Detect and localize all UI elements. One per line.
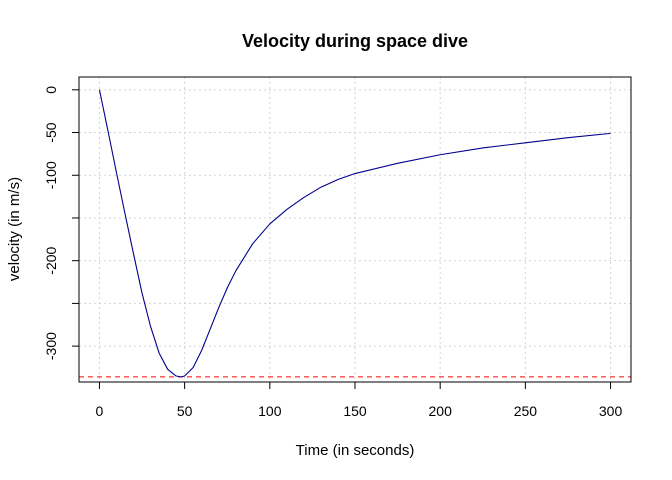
x-tick-label: 0 (96, 403, 104, 419)
y-tick-label: -100 (43, 161, 59, 189)
x-axis-label: Time (in seconds) (296, 442, 415, 459)
y-tick-label: -50 (43, 122, 59, 142)
y-tick-label: -300 (43, 332, 59, 360)
y-axis: 0 -50 -100 -200 -300 (43, 86, 80, 360)
grid (79, 77, 631, 382)
x-tick-label: 300 (599, 403, 623, 419)
y-tick-label: -200 (43, 246, 59, 274)
series-line (98, 89, 611, 378)
x-tick-label: 100 (258, 403, 282, 419)
y-tick-label: 0 (43, 86, 59, 94)
x-tick-label: 150 (343, 403, 367, 419)
x-tick-label: 250 (514, 403, 538, 419)
x-tick-label: 200 (429, 403, 453, 419)
y-axis-label: velocity (in m/s) (6, 177, 23, 281)
x-axis: 0 50 100 150 200 250 300 (96, 381, 623, 419)
series-layer (98, 89, 611, 378)
chart-title: Velocity during space dive (242, 31, 468, 51)
x-tick-label: 50 (177, 403, 193, 419)
